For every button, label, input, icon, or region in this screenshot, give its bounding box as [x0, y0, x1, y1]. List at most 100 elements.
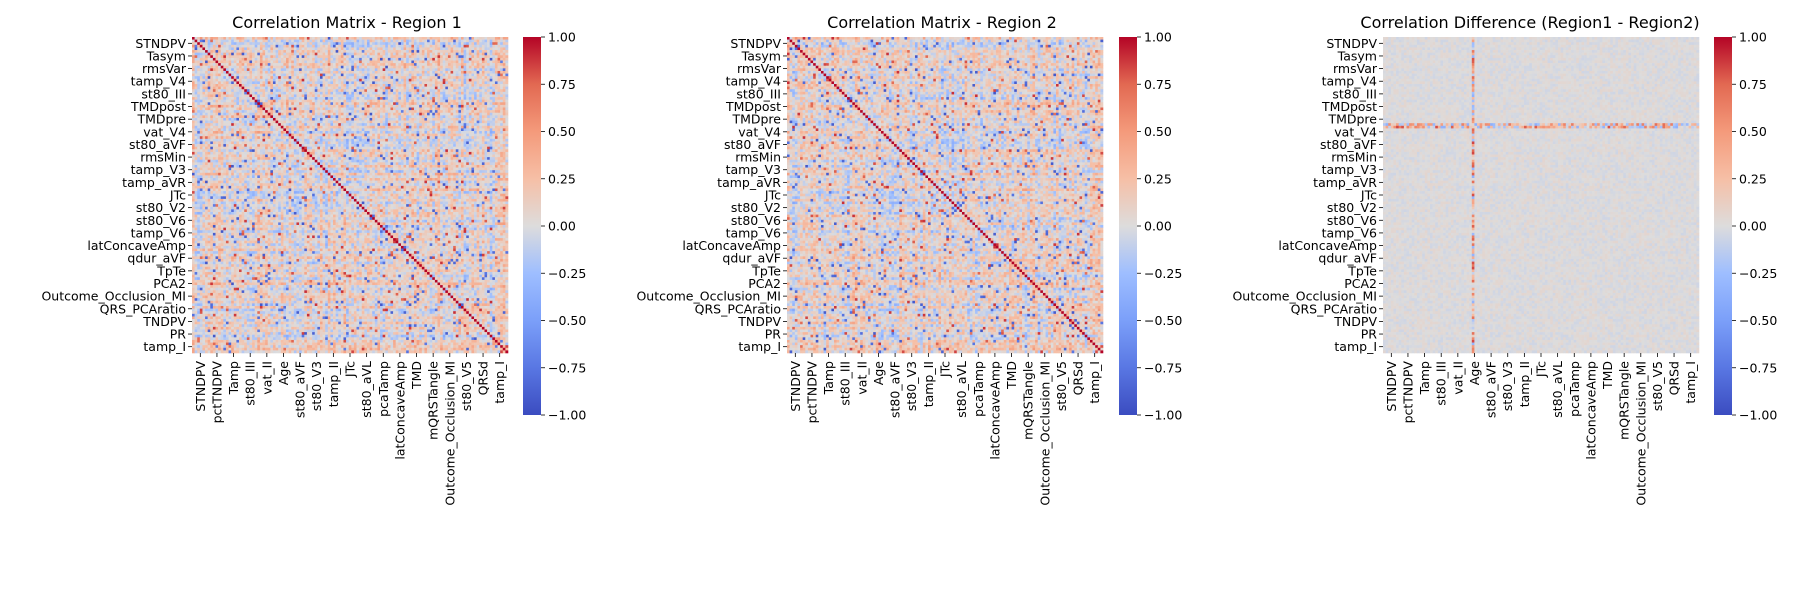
heatmap-cell [267, 73, 271, 77]
heatmap-cell [319, 73, 323, 77]
heatmap-cell [205, 125, 208, 129]
heatmap-cell [254, 65, 258, 69]
heatmap-cell [440, 141, 444, 145]
heatmap-cell [194, 131, 198, 134]
heatmap-cell [207, 50, 211, 53]
heatmap-cell [340, 123, 344, 127]
heatmap-cell [225, 133, 229, 137]
heatmap-cell [476, 55, 480, 59]
heatmap-cell [286, 131, 289, 134]
heatmap-cell [505, 133, 509, 137]
heatmap-cell [502, 44, 506, 48]
heatmap-cell [223, 125, 227, 129]
heatmap-cell [192, 128, 195, 132]
heatmap-cell [262, 70, 266, 74]
heatmap-cell [262, 138, 266, 142]
heatmap-cell [212, 60, 216, 64]
heatmap-cell [374, 138, 378, 142]
heatmap-cell [390, 60, 394, 64]
heatmap-cell [249, 65, 253, 69]
heatmap-cell [223, 117, 227, 121]
heatmap-cell [497, 89, 501, 93]
heatmap-cell [442, 120, 446, 124]
heatmap-cell [244, 78, 248, 82]
heatmap-cell [424, 65, 428, 69]
heatmap-cell [408, 57, 412, 61]
heatmap-cell [505, 120, 509, 124]
heatmap-cell [419, 107, 423, 111]
heatmap-cell [194, 133, 198, 137]
heatmap-cell [466, 47, 470, 51]
heatmap-cell [197, 44, 201, 48]
heatmap-cell [393, 136, 396, 140]
heatmap-cell [468, 73, 472, 77]
heatmap-cell [340, 115, 344, 119]
heatmap-cell [194, 99, 198, 103]
heatmap-cell [447, 89, 451, 93]
heatmap-cell [351, 120, 355, 124]
heatmap-cell [403, 89, 407, 93]
heatmap-cell [468, 86, 472, 90]
heatmap-cell [278, 55, 282, 59]
heatmap-cell [447, 42, 451, 46]
heatmap-cell [301, 138, 305, 142]
heatmap-cell [466, 133, 470, 137]
heatmap-cell [481, 42, 485, 46]
heatmap-cell [411, 136, 415, 140]
heatmap-cell [455, 91, 459, 95]
heatmap-cell [205, 78, 208, 82]
heatmap-cell [374, 123, 378, 127]
heatmap-cell [450, 123, 454, 127]
heatmap-cell [259, 102, 263, 106]
heatmap-cell [489, 70, 493, 74]
heatmap-cell [278, 141, 282, 145]
heatmap-cell [497, 37, 501, 40]
heatmap-cell [283, 89, 287, 93]
heatmap-cell [249, 117, 253, 121]
heatmap-cell [239, 112, 242, 116]
heatmap-cell [239, 81, 242, 85]
heatmap-cell [382, 55, 386, 59]
heatmap-cell [364, 63, 368, 67]
heatmap-cell [299, 73, 302, 77]
heatmap-cell [215, 99, 219, 103]
heatmap-cell [437, 60, 441, 64]
heatmap-cell [199, 123, 203, 127]
heatmap-cell [286, 133, 289, 137]
heatmap-cell [304, 50, 308, 53]
heatmap-cell [244, 131, 248, 134]
heatmap-cell [275, 104, 279, 108]
heatmap-cell [215, 107, 219, 111]
heatmap-cell [340, 89, 344, 93]
heatmap-cell [481, 112, 485, 116]
heatmap-cell [346, 91, 349, 95]
heatmap-cell [202, 63, 206, 67]
heatmap-cell [192, 104, 195, 108]
heatmap-cell [492, 47, 496, 51]
heatmap-cell [239, 76, 242, 80]
heatmap-cell [497, 86, 501, 90]
heatmap-cell [228, 104, 232, 108]
heatmap-cell [447, 65, 451, 69]
heatmap-cell [286, 73, 289, 77]
heatmap-cell [406, 125, 410, 129]
heatmap-cell [453, 91, 457, 95]
heatmap-cell [272, 70, 276, 74]
heatmap-cell [424, 115, 428, 119]
heatmap-cell [424, 94, 428, 98]
heatmap-cell [340, 42, 344, 46]
heatmap-cell [400, 63, 404, 67]
heatmap-cell [228, 84, 232, 87]
heatmap-cell [408, 120, 412, 124]
heatmap-cell [421, 84, 425, 87]
heatmap-cell [458, 102, 462, 106]
heatmap-cell [280, 128, 284, 132]
heatmap-cell [233, 60, 237, 64]
heatmap-cell [286, 128, 289, 132]
heatmap-cell [312, 37, 316, 40]
heatmap-cell [380, 42, 383, 46]
heatmap-cell [299, 52, 302, 56]
heatmap-cell [338, 81, 342, 85]
heatmap-cell [489, 99, 493, 103]
heatmap-cell [366, 84, 370, 87]
